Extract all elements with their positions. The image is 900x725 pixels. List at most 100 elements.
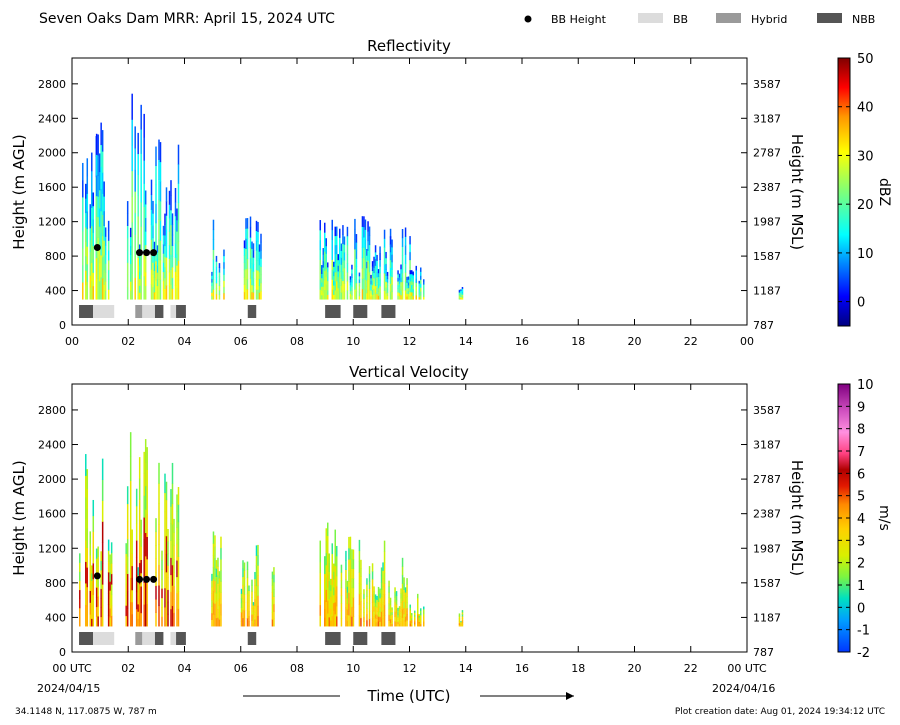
heatmap-cell [374, 251, 377, 260]
heatmap-cell [409, 612, 411, 616]
heatmap-cell [146, 491, 148, 515]
heatmap-cell [215, 266, 218, 273]
heatmap-cell [346, 609, 349, 616]
precip-segment [82, 136, 98, 300]
heatmap-cell [324, 280, 326, 290]
heatmap-cell [223, 261, 225, 269]
heatmap-cell [101, 130, 104, 152]
heatmap-cell [404, 587, 407, 593]
heatmap-cell [340, 580, 343, 589]
heatmap-cell [389, 615, 392, 620]
heatmap-cell [251, 614, 253, 621]
heatmap-cell [271, 578, 274, 586]
heatmap-cell [140, 274, 142, 300]
heatmap-cell [376, 607, 378, 612]
heatmap-cell [246, 238, 249, 249]
heatmap-cell [131, 541, 133, 555]
heatmap-cell [140, 546, 142, 560]
heatmap-cell [177, 539, 180, 557]
heatmap-cell [89, 204, 92, 217]
heatmap-cell [325, 601, 327, 615]
heatmap-cell [358, 582, 361, 595]
heatmap-cell [358, 593, 361, 605]
heatmap-cell [242, 593, 244, 602]
heatmap-cell [383, 562, 386, 574]
y-tick-label-right: 1187 [753, 285, 781, 298]
heatmap-cell [360, 592, 362, 602]
heatmap-cell [343, 275, 346, 284]
heatmap-cell [358, 275, 361, 280]
heatmap-cell [135, 557, 138, 575]
heatmap-cell [135, 574, 138, 593]
heatmap-cell [461, 620, 464, 623]
heatmap-cell [97, 278, 99, 300]
heatmap-cell [380, 589, 383, 598]
heatmap-cell [246, 289, 249, 300]
heatmap-cell [327, 280, 329, 286]
heatmap-cell [91, 573, 93, 581]
heatmap-cell [340, 587, 343, 596]
heatmap-cell [85, 227, 87, 242]
heatmap-cell [337, 254, 339, 261]
heatmap-cell [92, 285, 95, 300]
heatmap-cell [248, 610, 250, 617]
heatmap-cell [360, 609, 362, 619]
heatmap-cell [100, 588, 102, 599]
heatmap-cell [398, 273, 401, 278]
heatmap-cell [379, 588, 381, 594]
heatmap-cell [85, 497, 87, 519]
heatmap-cell [397, 295, 399, 300]
heatmap-cell [176, 560, 178, 578]
heatmap-cell [101, 458, 104, 480]
heatmap-cell [156, 285, 159, 293]
heatmap-cell [214, 592, 216, 604]
heatmap-cell [460, 624, 462, 626]
heatmap-cell [92, 245, 95, 260]
heatmap-cell [158, 585, 160, 607]
heatmap-cell [107, 539, 110, 551]
heatmap-cell [109, 581, 111, 591]
heatmap-cell [358, 295, 361, 300]
heatmap-cell [158, 605, 160, 627]
heatmap-cell [177, 163, 180, 184]
heatmap-cell [137, 589, 139, 598]
heatmap-cell [325, 261, 327, 270]
heatmap-cell [383, 255, 386, 265]
heatmap-cell [374, 292, 377, 300]
heatmap-cell [460, 625, 462, 627]
heatmap-cell [351, 606, 353, 617]
heatmap-cell [400, 597, 402, 603]
heatmap-cell [370, 290, 372, 294]
heatmap-cell [371, 571, 374, 580]
heatmap-cell [240, 616, 243, 622]
heatmap-cell [382, 594, 384, 603]
heatmap-cell [174, 215, 177, 231]
heatmap-cell [377, 616, 380, 622]
heatmap-cell [331, 259, 333, 270]
heatmap-cell [168, 231, 171, 246]
heatmap-cell [218, 605, 221, 613]
heatmap-cell [342, 262, 344, 272]
heatmap-cell [164, 530, 166, 551]
heatmap-cell [144, 602, 147, 627]
heatmap-cell [374, 598, 377, 603]
legend-hybrid-swatch [716, 13, 741, 23]
heatmap-cell [162, 262, 165, 273]
heatmap-cell [218, 272, 221, 278]
heatmap-cell [336, 226, 338, 237]
heatmap-cell [146, 447, 148, 470]
heatmap-cell [395, 621, 398, 627]
heatmap-cell [411, 288, 413, 293]
heatmap-cell [398, 621, 401, 624]
heatmap-cell [140, 226, 142, 251]
heatmap-cell [248, 585, 250, 591]
heatmap-cell [331, 249, 333, 260]
heatmap-cell [144, 258, 147, 273]
y-tick-label: 1200 [38, 542, 66, 555]
heatmap-cell [140, 559, 142, 574]
heatmap-cell [319, 551, 321, 563]
heatmap-cell [158, 544, 160, 566]
heatmap-cell [104, 254, 107, 264]
heatmap-cell [271, 585, 274, 593]
heatmap-cell [79, 553, 81, 563]
